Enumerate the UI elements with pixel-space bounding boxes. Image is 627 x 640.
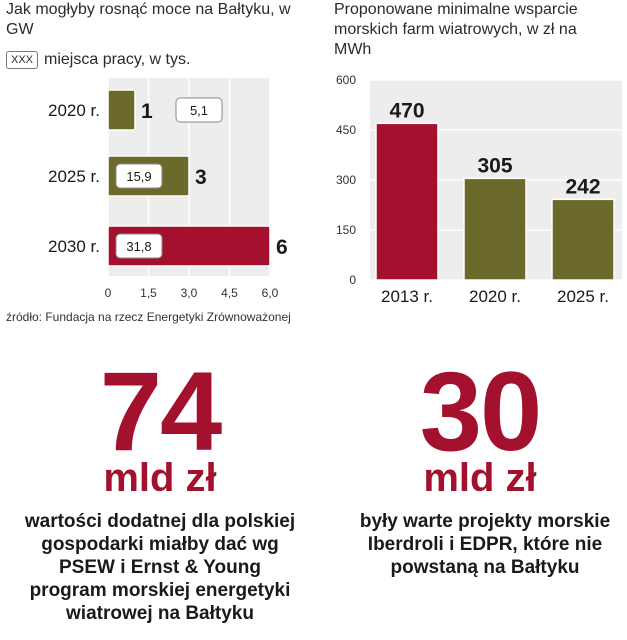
capacity-chart: 2020 r. 1 5,1 2025 r. 3 15,9 2030 r. 6 31,8 0 1,5… xyxy=(48,78,288,300)
jobs-value-label: 15,9 xyxy=(126,169,151,184)
fact-30-unit: mld zł xyxy=(423,456,537,500)
jobs-value-label: 31,8 xyxy=(126,239,151,254)
left-chart-title-text: Jak mogłyby rosnąć moce na Bałtyku, w GW xyxy=(6,1,291,38)
jobs-box xyxy=(175,97,223,123)
support-y-tick: 300 xyxy=(336,173,356,187)
capacity-x-tick: 3,0 xyxy=(181,286,198,300)
jobs-legend-key: XXX xyxy=(6,50,39,69)
support-category-label: 2020 r. xyxy=(469,287,521,306)
support-category-label: 2025 r. xyxy=(557,287,609,306)
fact-74-number: 74 xyxy=(99,349,223,474)
support-value-label: 242 xyxy=(565,175,600,198)
fact-74-unit: mld zł xyxy=(103,456,217,500)
support-bar xyxy=(375,122,439,281)
support-bar xyxy=(551,198,615,281)
support-y-tick: 450 xyxy=(336,123,356,137)
capacity-bar xyxy=(107,89,136,131)
support-chart: 470 2013 r. 305 2020 r. 242 2025 r. 0 150 300 45… xyxy=(336,73,622,306)
jobs-box xyxy=(115,233,163,259)
source-note: źródło: Fundacja na rzecz Energetyki Zró… xyxy=(6,310,291,324)
support-value-label: 305 xyxy=(477,154,512,177)
fact-30-number: 30 xyxy=(419,349,543,474)
jobs-legend: XXX miejsca pracy, w tys. xyxy=(6,50,296,70)
support-bar xyxy=(463,177,527,281)
jobs-value-label: 5,1 xyxy=(190,103,208,118)
jobs-box xyxy=(115,163,163,189)
capacity-x-tick: 1,5 xyxy=(140,286,157,300)
support-y-tick: 600 xyxy=(336,73,356,87)
capacity-value-label: 1 xyxy=(141,100,153,123)
capacity-x-tick: 0 xyxy=(105,286,112,300)
fact-30-text: były warte projekty morskie Iberdroli i … xyxy=(359,511,611,578)
support-y-tick: 0 xyxy=(349,273,356,287)
capacity-x-tick: 4,5 xyxy=(221,286,238,300)
capacity-category-label: 2030 r. xyxy=(48,237,100,256)
capacity-category-label: 2020 r. xyxy=(48,101,100,120)
capacity-category-label: 2025 r. xyxy=(48,167,100,186)
support-category-label: 2013 r. xyxy=(381,287,433,306)
capacity-x-tick: 6,0 xyxy=(262,286,279,300)
right-chart-title: Proponowane minimalne wsparcie morskich … xyxy=(334,0,594,60)
left-chart-title: Jak mogłyby rosnąć moce na Bałtyku, w GW xyxy=(6,0,296,40)
support-y-tick: 150 xyxy=(336,223,356,237)
capacity-value-label: 3 xyxy=(195,166,207,189)
jobs-legend-label: miejsca pracy, w tys. xyxy=(44,51,191,68)
support-value-label: 470 xyxy=(389,99,424,122)
fact-74-text: wartości dodatnej dla polskiej gospodark… xyxy=(24,511,296,624)
right-chart-title-text: Proponowane minimalne wsparcie morskich … xyxy=(334,1,578,58)
capacity-value-label: 6 xyxy=(276,236,288,259)
